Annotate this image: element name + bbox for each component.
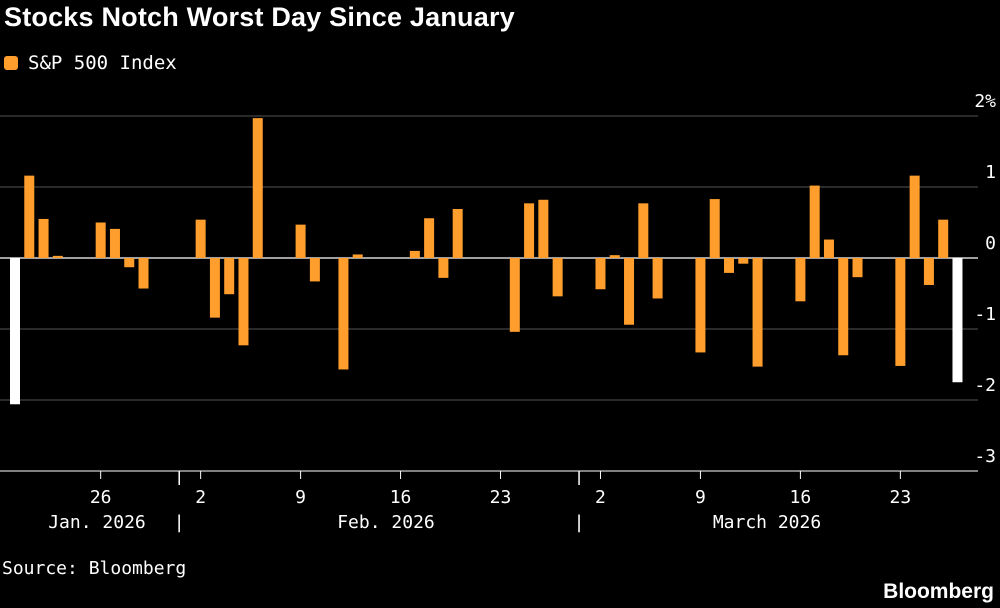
bar <box>252 118 263 258</box>
month-separator: | <box>574 512 585 533</box>
bar <box>138 258 149 289</box>
bar <box>95 222 106 258</box>
bar <box>409 250 420 258</box>
bar <box>938 219 949 258</box>
bar <box>509 258 520 332</box>
month-label: Feb. 2026 <box>337 512 435 533</box>
bar <box>52 255 63 258</box>
y-tick-label: 2% <box>974 91 996 112</box>
legend-swatch <box>4 56 18 70</box>
bar <box>309 258 320 282</box>
bar <box>238 258 249 346</box>
grid-lines <box>0 115 978 472</box>
x-tick-label: 16 <box>790 487 812 508</box>
bar <box>338 258 349 370</box>
month-label: March 2026 <box>713 512 821 533</box>
bar <box>224 258 235 295</box>
bar <box>809 185 820 258</box>
bar <box>823 239 834 258</box>
x-tick-label: 9 <box>695 487 706 508</box>
bar <box>609 255 620 258</box>
bar <box>295 224 306 258</box>
x-tick-label: 16 <box>390 487 412 508</box>
bar <box>852 258 863 278</box>
bar <box>752 258 763 367</box>
bar <box>895 258 906 366</box>
bar <box>352 254 363 258</box>
x-axis: 26 2 9 16 23 2 9 16 23 | | Jan. 2026 Feb. 2026 March … <box>0 470 978 533</box>
bar <box>38 218 49 258</box>
bar <box>624 258 635 325</box>
source-note: Source: Bloomberg <box>2 558 187 579</box>
month-separator: | <box>174 512 185 533</box>
x-tick-label: 2 <box>595 487 606 508</box>
bars <box>10 118 963 405</box>
y-tick-label: -3 <box>974 446 996 467</box>
bar-highlight <box>952 258 963 383</box>
bar <box>595 258 606 290</box>
y-axis-labels: 2% 1 0 -1 -2 -3 <box>974 91 996 467</box>
legend: S&P 500 Index <box>4 52 177 74</box>
bar <box>838 258 849 356</box>
chart-title: Stocks Notch Worst Day Since January <box>4 2 515 32</box>
bar <box>524 203 535 258</box>
bar <box>909 175 920 258</box>
bar <box>724 258 734 273</box>
x-tick-label: 26 <box>90 487 112 508</box>
x-tick-label: 23 <box>890 487 912 508</box>
bar <box>424 218 435 258</box>
y-tick-label: -2 <box>974 375 996 396</box>
legend-label: S&P 500 Index <box>28 52 177 74</box>
bar <box>652 258 663 299</box>
bar <box>438 258 449 278</box>
x-tick-label: 9 <box>295 487 306 508</box>
bar <box>552 258 563 297</box>
bar <box>209 258 220 318</box>
y-tick-label: 1 <box>985 162 996 183</box>
bar <box>109 228 120 258</box>
bar <box>124 258 135 268</box>
bar <box>638 203 649 258</box>
bar <box>709 199 720 258</box>
bar <box>24 175 35 258</box>
bar <box>923 258 934 285</box>
y-tick-label: 0 <box>985 233 996 254</box>
month-label: Jan. 2026 <box>48 512 146 533</box>
bar <box>452 209 463 258</box>
x-tick-label: 23 <box>490 487 512 508</box>
bar <box>195 219 206 258</box>
bar <box>738 258 749 264</box>
x-tick-label: 2 <box>195 487 206 508</box>
bar-highlight <box>10 258 20 405</box>
bloomberg-logo: Bloomberg <box>883 580 994 603</box>
bar <box>538 199 549 258</box>
y-tick-label: -1 <box>974 304 996 325</box>
bar <box>695 258 706 353</box>
bar <box>795 258 806 302</box>
